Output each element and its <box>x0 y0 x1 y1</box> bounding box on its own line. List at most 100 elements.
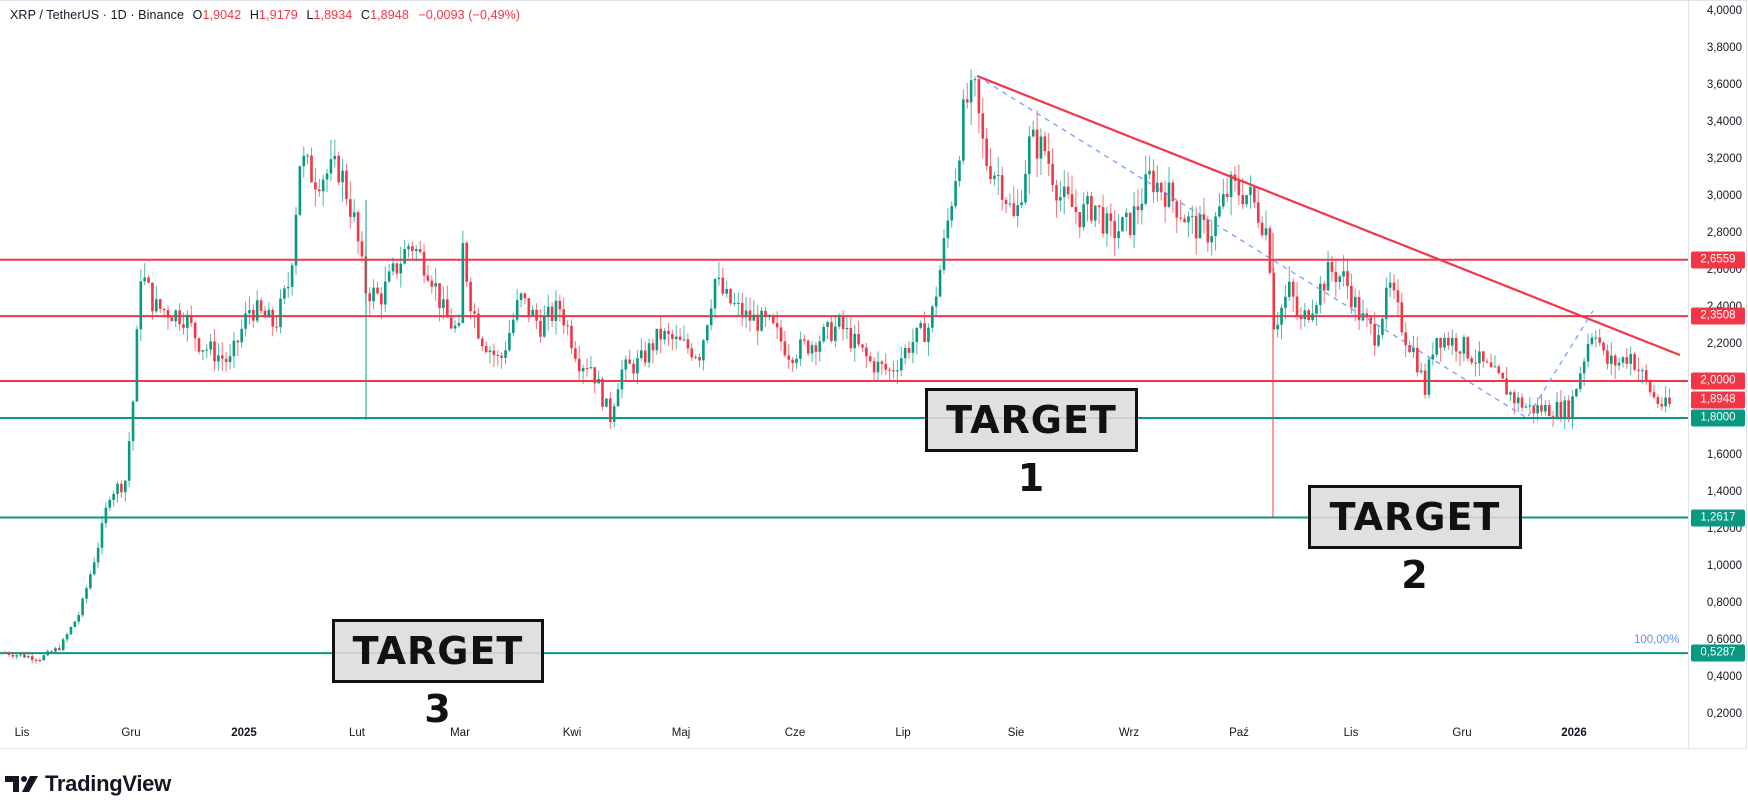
candle <box>659 316 663 354</box>
candle <box>690 343 694 361</box>
candle <box>46 649 49 657</box>
candle <box>977 77 981 133</box>
candle <box>1470 355 1473 366</box>
candle <box>996 156 1000 196</box>
candle <box>236 339 240 357</box>
candle <box>787 343 791 370</box>
candle <box>1198 205 1202 239</box>
candle <box>1485 358 1489 364</box>
fib-percent-label: 100,00% <box>1634 634 1680 646</box>
candle <box>1641 367 1644 384</box>
time-tick: 2025 <box>231 727 257 739</box>
time-tick: Wrz <box>1118 727 1140 739</box>
time-tick: Gru <box>1452 727 1472 739</box>
candle <box>174 309 178 328</box>
candle <box>511 313 515 337</box>
candle <box>1594 330 1598 348</box>
candle <box>1528 396 1532 412</box>
candle <box>527 298 531 323</box>
candle <box>449 308 453 330</box>
candle <box>255 290 259 323</box>
candle <box>1377 325 1380 348</box>
candle <box>1544 399 1547 416</box>
candle <box>430 275 434 294</box>
change-value: −0,0093 (−0,49%) <box>418 8 521 22</box>
price-axis[interactable]: 4,0000 3,8000 3,6000 3,4000 3,2000 3,0000 2,80… <box>1688 0 1748 749</box>
candle <box>1365 308 1369 328</box>
candle <box>77 611 81 625</box>
candle <box>414 245 418 262</box>
symbol-title: XRP / TetherUS · 1D · Binance <box>10 8 185 22</box>
candle <box>446 285 449 318</box>
candle <box>694 354 697 360</box>
candle <box>81 597 84 618</box>
price-tick: 2,8000 <box>1706 227 1742 239</box>
candle <box>566 320 569 336</box>
candle <box>1245 194 1248 208</box>
candle <box>387 264 391 283</box>
candle <box>523 292 527 305</box>
candle <box>880 359 884 376</box>
candle <box>740 292 744 327</box>
time-tick: Paź <box>1229 727 1249 739</box>
candle <box>1435 337 1439 358</box>
candle <box>42 654 46 661</box>
candle <box>411 241 414 261</box>
candle <box>58 644 61 652</box>
candle <box>1163 180 1167 223</box>
candle <box>1144 155 1148 206</box>
candle <box>244 301 247 337</box>
candle <box>872 357 876 381</box>
price-tick: 3,6000 <box>1706 79 1742 91</box>
candle <box>585 358 589 377</box>
candle <box>1008 193 1012 208</box>
candle <box>806 339 810 356</box>
candle <box>554 290 558 335</box>
candle <box>1373 312 1376 357</box>
candle <box>38 658 42 663</box>
candle <box>1000 166 1004 211</box>
candle <box>143 263 146 286</box>
candle <box>298 165 302 217</box>
candle <box>671 329 674 351</box>
price-label: 1,8000 <box>1691 409 1745 427</box>
candle <box>1478 341 1481 376</box>
candle <box>1159 181 1163 201</box>
candle <box>333 139 337 168</box>
candle <box>775 311 779 340</box>
candle <box>403 239 406 265</box>
candle <box>1326 250 1330 291</box>
candle <box>302 146 306 178</box>
candle <box>1214 211 1217 251</box>
candle <box>1633 351 1636 372</box>
candle <box>407 243 410 258</box>
candle <box>531 305 534 316</box>
fib-dashed-path <box>976 75 1594 419</box>
candle <box>383 266 387 312</box>
chart-plot-area[interactable] <box>0 0 1688 749</box>
candle <box>744 296 748 329</box>
candle <box>581 364 585 385</box>
candle <box>597 370 600 384</box>
candle <box>981 98 985 158</box>
candle <box>1388 272 1392 298</box>
candle <box>508 320 511 352</box>
time-tick: Sie <box>1007 727 1025 739</box>
candle <box>837 313 841 330</box>
candle <box>802 334 806 345</box>
candle <box>989 148 992 184</box>
candle <box>1222 178 1225 210</box>
candle <box>1035 110 1039 178</box>
candle <box>993 171 996 186</box>
candle <box>496 350 500 366</box>
candle <box>1268 225 1272 275</box>
candle <box>1074 189 1078 225</box>
candle <box>178 303 181 331</box>
tradingview-logo[interactable]: TradingView <box>5 771 171 797</box>
candle <box>1423 363 1427 399</box>
candle <box>329 139 333 182</box>
candle <box>193 321 197 352</box>
candle <box>457 314 461 328</box>
candle <box>1012 186 1016 218</box>
candle <box>263 306 267 318</box>
